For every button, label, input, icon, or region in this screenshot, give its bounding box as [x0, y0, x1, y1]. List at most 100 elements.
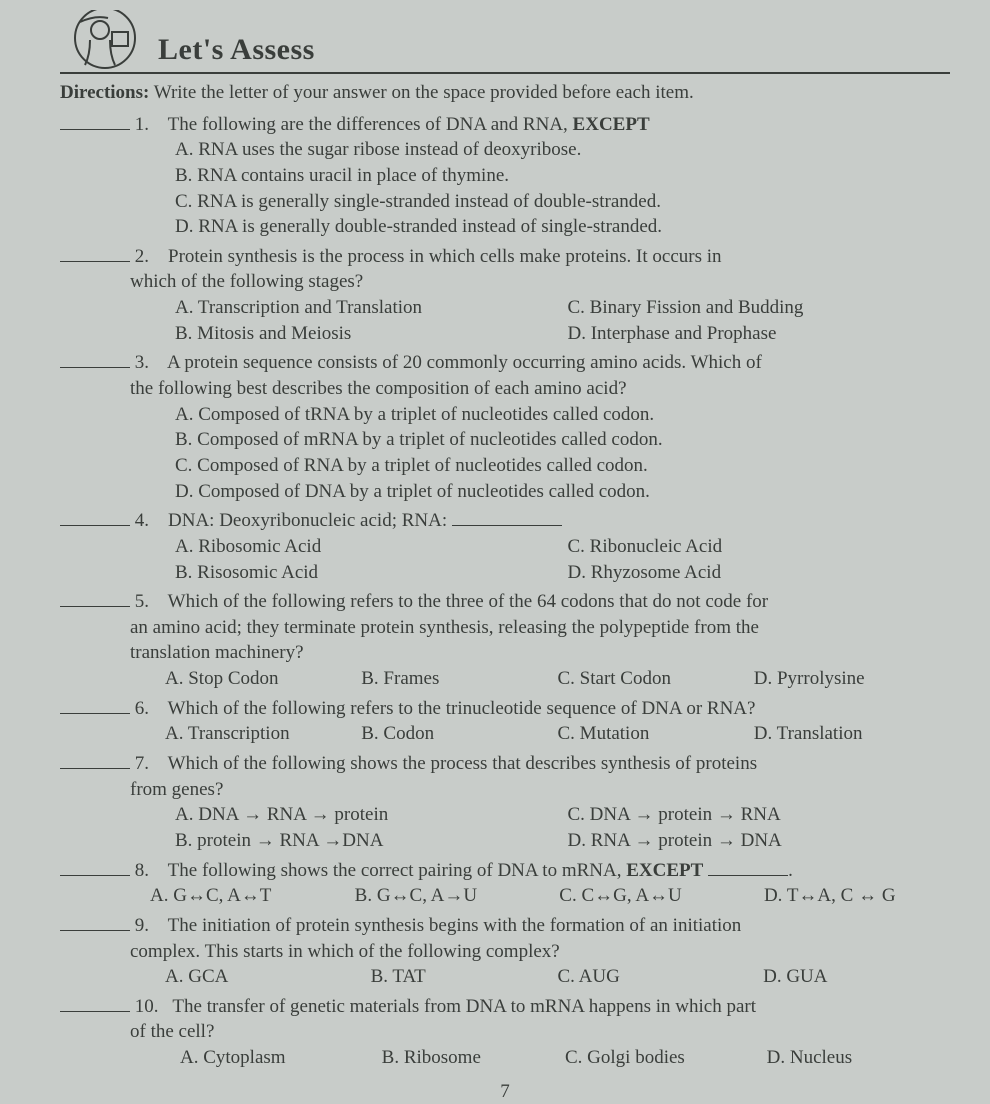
- q10-choice-d: D. Nucleus: [767, 1045, 950, 1071]
- answer-blank-8[interactable]: [60, 875, 130, 876]
- q8-choice-d: D. T↔A, C ↔ G: [764, 883, 950, 909]
- question-6: 6. Which of the following refers to the …: [60, 696, 950, 747]
- question-7: 7. Which of the following shows the proc…: [60, 751, 950, 854]
- page-number: 7: [60, 1079, 950, 1104]
- q2-text2: which of the following stages?: [130, 269, 950, 295]
- q3-choice-a: A. Composed of tRNA by a triplet of nucl…: [175, 402, 950, 428]
- q5-choice-d: D. Pyrrolysine: [754, 666, 950, 692]
- q10-text1: The transfer of genetic materials from D…: [172, 996, 756, 1017]
- q9-text1: The initiation of protein synthesis begi…: [168, 915, 742, 936]
- q4-choice-d: D. Rhyzosome Acid: [568, 560, 951, 586]
- q1-choice-d: D. RNA is generally double-stranded inst…: [175, 214, 950, 240]
- question-9: 9. The initiation of protein synthesis b…: [60, 913, 950, 990]
- q7-choice-c: C. DNA → protein → RNA: [568, 802, 951, 828]
- q10-choice-a: A. Cytoplasm: [180, 1045, 382, 1071]
- q9-choice-b: B. TAT: [371, 964, 558, 990]
- q5-choice-c: C. Start Codon: [558, 666, 754, 692]
- question-5: 5. Which of the following refers to the …: [60, 589, 950, 692]
- q2-choice-d: D. Interphase and Prophase: [568, 321, 951, 347]
- header: Let's Assess: [60, 10, 950, 74]
- q1-choices: A. RNA uses the sugar ribose instead of …: [175, 137, 950, 240]
- q5-num: 5.: [135, 591, 149, 612]
- q6-text: Which of the following refers to the tri…: [168, 698, 756, 719]
- question-2: 2. Protein synthesis is the process in w…: [60, 244, 950, 347]
- q5-text1: Which of the following refers to the thr…: [168, 591, 768, 612]
- directions: Directions: Write the letter of your ans…: [60, 80, 950, 106]
- q4-choices: A. Ribosomic Acid C. Ribonucleic Acid B.…: [175, 534, 950, 585]
- q9-text2: complex. This starts in which of the fol…: [130, 939, 950, 965]
- q6-num: 6.: [135, 698, 149, 719]
- q5-text3: translation machinery?: [130, 640, 950, 666]
- q9-choice-d: D. GUA: [763, 964, 950, 990]
- question-4: 4. DNA: Deoxyribonucleic acid; RNA: A. R…: [60, 508, 950, 585]
- q3-choice-c: C. Composed of RNA by a triplet of nucle…: [175, 453, 950, 479]
- answer-blank-7[interactable]: [60, 768, 130, 769]
- q5-choices: A. Stop Codon B. Frames C. Start Codon D…: [165, 666, 950, 692]
- q8-choices: A. G↔C, A↔T B. G↔C, A→U C. C↔G, A↔U D. T…: [150, 883, 950, 909]
- q1-choice-b: B. RNA contains uracil in place of thymi…: [175, 163, 950, 189]
- q10-choices: A. Cytoplasm B. Ribosome C. Golgi bodies…: [180, 1045, 950, 1071]
- q6-choice-d: D. Translation: [754, 721, 950, 747]
- answer-blank-2[interactable]: [60, 261, 130, 262]
- q6-choice-c: C. Mutation: [558, 721, 754, 747]
- q9-num: 9.: [135, 915, 149, 936]
- q3-choices: A. Composed of tRNA by a triplet of nucl…: [175, 402, 950, 505]
- answer-blank-9[interactable]: [60, 930, 130, 931]
- q7-text1: Which of the following shows the process…: [168, 753, 757, 774]
- q8-except: EXCEPT: [626, 860, 703, 881]
- q4-text: DNA: Deoxyribonucleic acid; RNA:: [168, 510, 452, 531]
- q1-text: The following are the differences of DNA…: [168, 114, 573, 135]
- q8-choice-a: A. G↔C, A↔T: [150, 883, 355, 909]
- q5-choice-a: A. Stop Codon: [165, 666, 361, 692]
- q1-choice-c: C. RNA is generally single-stranded inst…: [175, 189, 950, 215]
- q2-num: 2.: [135, 246, 149, 267]
- q2-choice-b: B. Mitosis and Meiosis: [175, 321, 558, 347]
- q8-text: The following shows the correct pairing …: [168, 860, 627, 881]
- q6-choices: A. Transcription B. Codon C. Mutation D.…: [165, 721, 950, 747]
- q1-except: EXCEPT: [573, 114, 650, 135]
- q4-choice-a: A. Ribosomic Acid: [175, 534, 558, 560]
- answer-blank-4[interactable]: [60, 525, 130, 526]
- logo-icon: [60, 10, 150, 70]
- q4-choice-b: B. Risosomic Acid: [175, 560, 558, 586]
- q7-text2: from genes?: [130, 777, 950, 803]
- question-3: 3. A protein sequence consists of 20 com…: [60, 350, 950, 504]
- q2-choice-a: A. Transcription and Translation: [175, 295, 558, 321]
- answer-blank-6[interactable]: [60, 713, 130, 714]
- q2-text1: Protein synthesis is the process in whic…: [168, 246, 722, 267]
- q7-num: 7.: [135, 753, 149, 774]
- q10-choice-c: C. Golgi bodies: [565, 1045, 767, 1071]
- q2-choice-c: C. Binary Fission and Budding: [568, 295, 951, 321]
- q5-choice-b: B. Frames: [361, 666, 557, 692]
- q8-choice-c: C. C↔G, A↔U: [559, 883, 764, 909]
- answer-blank-1[interactable]: [60, 129, 130, 130]
- q8-num: 8.: [135, 860, 149, 881]
- q5-text2: an amino acid; they terminate protein sy…: [130, 615, 950, 641]
- directions-text: Write the letter of your answer on the s…: [154, 82, 694, 103]
- q8-fill-blank[interactable]: [708, 875, 788, 876]
- q3-text2: the following best describes the composi…: [130, 376, 950, 402]
- q3-num: 3.: [135, 352, 149, 373]
- q10-choice-b: B. Ribosome: [382, 1045, 565, 1071]
- answer-blank-3[interactable]: [60, 367, 130, 368]
- question-10: 10. The transfer of genetic materials fr…: [60, 994, 950, 1071]
- q6-choice-b: B. Codon: [361, 721, 557, 747]
- q3-choice-d: D. Composed of DNA by a triplet of nucle…: [175, 479, 950, 505]
- q7-choice-b: B. protein → RNA →DNA: [175, 828, 558, 854]
- q7-choice-d: D. RNA → protein → DNA: [568, 828, 951, 854]
- question-8: 8. The following shows the correct pairi…: [60, 858, 950, 909]
- answer-blank-5[interactable]: [60, 606, 130, 607]
- q7-choices: A. DNA → RNA → protein C. DNA → protein …: [175, 802, 950, 853]
- q1-choice-a: A. RNA uses the sugar ribose instead of …: [175, 137, 950, 163]
- q6-choice-a: A. Transcription: [165, 721, 361, 747]
- q7-choice-a: A. DNA → RNA → protein: [175, 802, 558, 828]
- q9-choice-c: C. AUG: [558, 964, 764, 990]
- directions-label: Directions:: [60, 82, 149, 103]
- q10-text2: of the cell?: [130, 1019, 950, 1045]
- q2-choices: A. Transcription and Translation C. Bina…: [175, 295, 950, 346]
- answer-blank-10[interactable]: [60, 1011, 130, 1012]
- question-1: 1. The following are the differences of …: [60, 112, 950, 240]
- q8-choice-b: B. G↔C, A→U: [355, 883, 560, 909]
- q3-choice-b: B. Composed of mRNA by a triplet of nucl…: [175, 427, 950, 453]
- q4-fill-blank[interactable]: [452, 525, 562, 526]
